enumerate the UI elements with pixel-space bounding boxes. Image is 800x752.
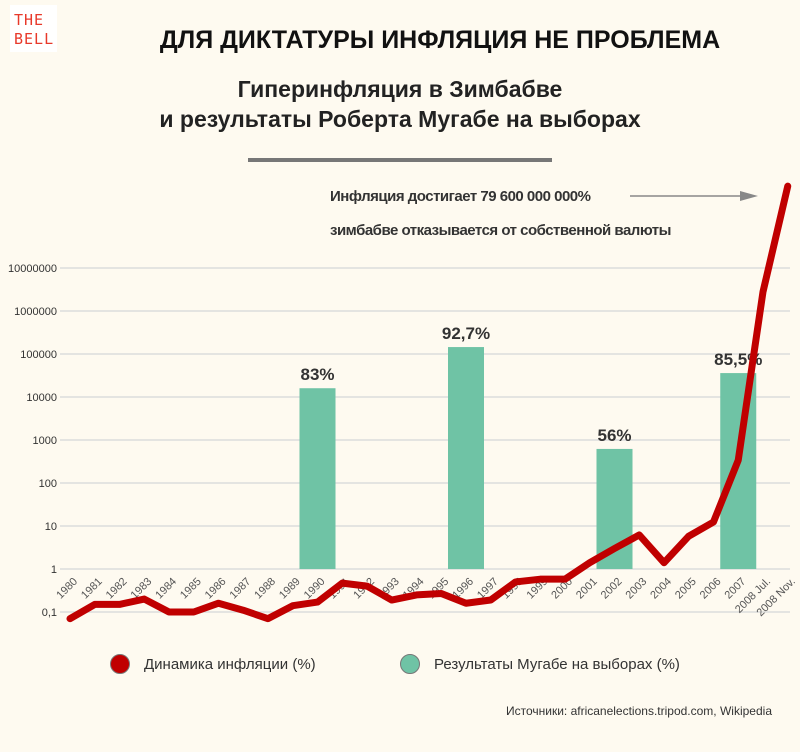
x-tick-label: 2005: [673, 576, 699, 602]
x-tick-label: 1985: [178, 576, 204, 602]
inflation-line: [66, 182, 792, 623]
the-bell-logo: THE BELL: [10, 5, 57, 52]
x-tick-label: 2006: [698, 576, 724, 602]
x-tick-label: 1988: [252, 576, 278, 602]
logo-line2: BELL: [14, 30, 55, 48]
legend-label-inflation: Динамика инфляции (%): [144, 655, 316, 673]
divider: [248, 158, 552, 162]
legend-swatch-elections: [400, 654, 420, 674]
y-tick-label: 1000: [33, 435, 57, 447]
logo-line1: THE: [14, 11, 45, 29]
annotation-line2: зимбабве отказывается от собственной вал…: [330, 222, 671, 239]
chart-subtitle-line2: и результаты Роберта Мугабе на выборах: [159, 106, 641, 132]
x-tick-label: 1986: [203, 576, 229, 602]
y-tick-label: 10000000: [8, 263, 57, 275]
legend-item-elections: Результаты Мугабе на выборах (%): [400, 654, 680, 674]
x-tick-label: 1989: [277, 576, 303, 602]
annotation-arrow: [630, 191, 758, 201]
election-bar-label: 56%: [597, 426, 631, 445]
x-tick-label: 2004: [648, 576, 674, 602]
x-tick-label: 1981: [79, 576, 105, 602]
source-note: Источники: africanelections.tripod.com, …: [505, 704, 772, 718]
election-bar: [299, 388, 336, 569]
legend-label-elections: Результаты Мугабе на выборах (%): [434, 655, 680, 673]
y-tick-label: 10: [45, 521, 57, 533]
y-tick-label: 1000000: [14, 306, 57, 318]
annotation-line1: Инфляция достигает 79 600 000 000%: [330, 188, 591, 205]
x-tick-label: 2001: [574, 576, 600, 602]
x-tick-label: 2002: [599, 576, 625, 602]
chart: 0,1 1 10 100 1000 10000 100000 1000000 10000000 8…: [8, 182, 798, 623]
y-tick-label: 0,1: [42, 607, 57, 619]
y-tick-label: 100000: [20, 349, 57, 361]
y-tick-label: 1: [51, 564, 57, 576]
x-tick-label: 1984: [153, 576, 179, 602]
x-tick-label: 2003: [624, 576, 650, 602]
chart-title: ДЛЯ ДИКТАТУРЫ ИНФЛЯЦИЯ НЕ ПРОБЛЕМА: [159, 26, 721, 54]
y-tick-label: 100: [39, 478, 57, 490]
election-bar-label: 92,7%: [442, 324, 490, 343]
election-bar: [720, 373, 757, 569]
chart-subtitle-line1: Гиперинфляция в Зимбабве: [237, 76, 563, 102]
legend-item-inflation: Динамика инфляции (%): [110, 654, 316, 674]
election-bar: [448, 347, 484, 569]
legend-swatch-inflation: [110, 654, 130, 674]
election-bar-label: 83%: [300, 365, 334, 384]
x-tick-label: 1987: [228, 576, 254, 602]
x-tick-label: 1982: [104, 576, 130, 602]
y-tick-label: 10000: [26, 392, 57, 404]
x-tick-label: 1980: [54, 576, 80, 602]
